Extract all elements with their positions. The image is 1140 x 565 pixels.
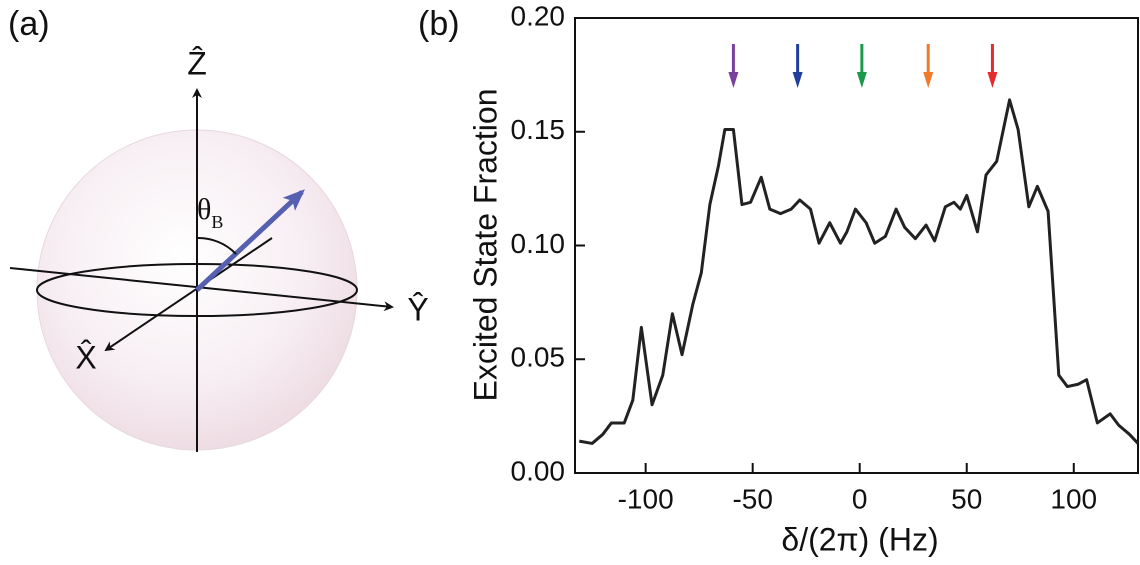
- panel-label: (a): [8, 5, 50, 43]
- y-label: Ŷ: [407, 291, 428, 327]
- bloch-diagram: (a) Ẑ Ŷ X̂ θB: [8, 5, 429, 452]
- angle-symbol: θ: [197, 193, 211, 226]
- resonance-arrow: [728, 44, 739, 88]
- y-tick-label: 0.00: [511, 455, 566, 486]
- y-tick-label: 0.20: [511, 0, 566, 31]
- z-label: Ẑ: [187, 45, 207, 81]
- x-axis: [104, 237, 273, 352]
- y-tick-label: 0.15: [511, 114, 566, 145]
- x-axis-label: δ/(2π) (Hz): [781, 521, 938, 557]
- data-line: [579, 98, 1140, 445]
- resonance-arrow: [923, 44, 934, 88]
- field-vector: [195, 189, 305, 292]
- y-axis-label: Excited State Fraction: [467, 88, 503, 401]
- panel-label: (b): [418, 5, 460, 43]
- resonance-arrow: [856, 44, 867, 88]
- resonance-arrow: [987, 44, 998, 88]
- plot-frame: [574, 17, 1139, 474]
- x-tick-label: 100: [1050, 483, 1097, 514]
- y-tick-label: 0.05: [511, 342, 566, 373]
- resonance-arrow: [792, 44, 803, 88]
- x-tick-label: -50: [732, 483, 772, 514]
- angle-label: θB: [197, 193, 223, 232]
- y-tick-label: 0.10: [511, 228, 566, 259]
- x-tick-label: 50: [951, 483, 982, 514]
- x-tick-label: -100: [618, 483, 674, 514]
- x-tick-label: 0: [852, 483, 868, 514]
- x-label: X̂: [75, 339, 96, 375]
- angle-subscript: B: [211, 212, 223, 232]
- angle-arc: [196, 236, 237, 255]
